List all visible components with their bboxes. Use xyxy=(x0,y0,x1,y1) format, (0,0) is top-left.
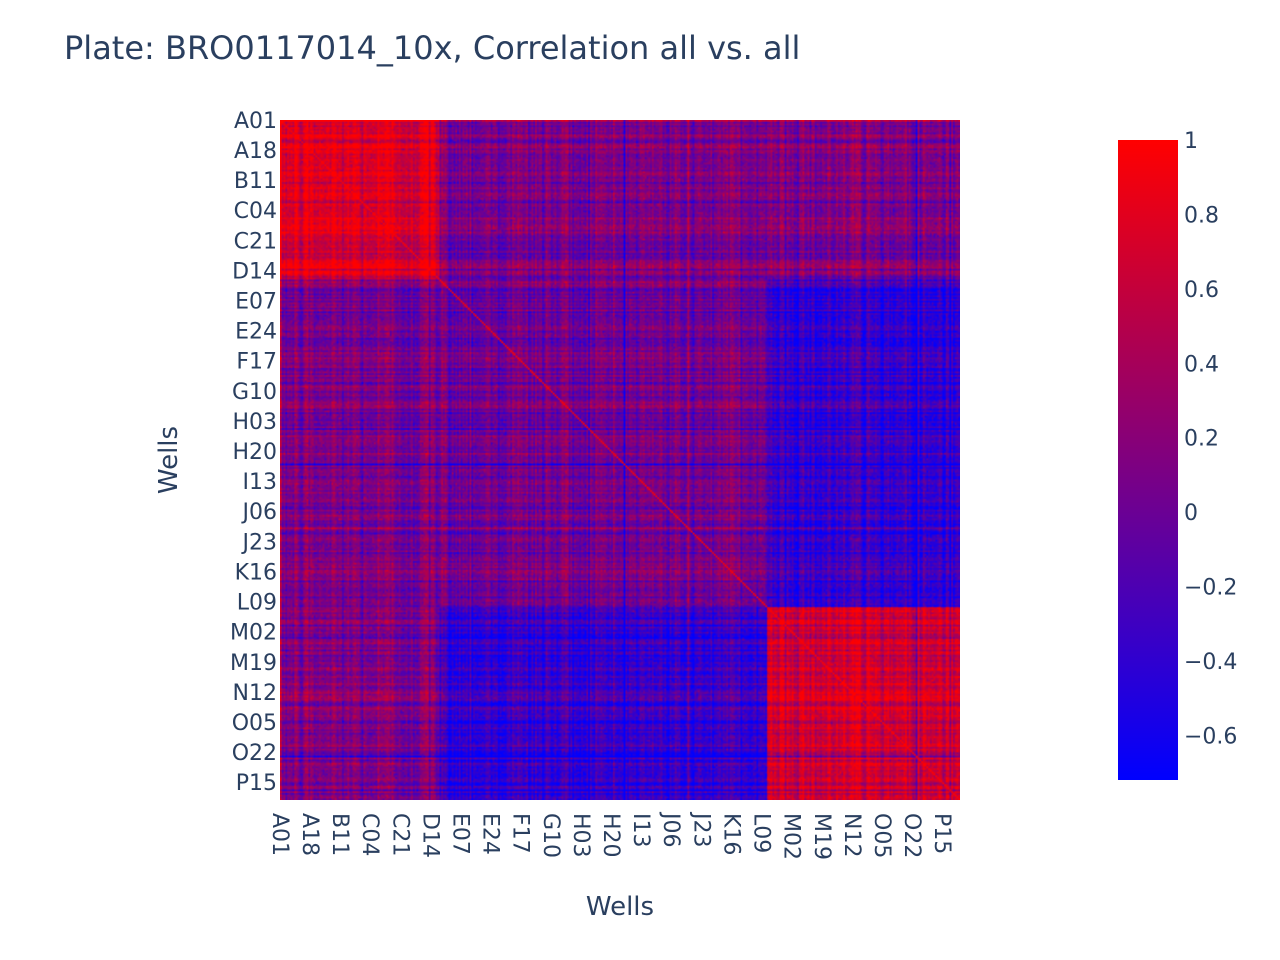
y-tick-label: C21 xyxy=(234,229,277,254)
colorbar-tick-label: −0.4 xyxy=(1184,650,1237,675)
x-tick-label: C21 xyxy=(387,813,412,856)
y-tick-label: O22 xyxy=(232,741,277,766)
y-tick-label: M02 xyxy=(230,621,277,646)
y-tick-label: N12 xyxy=(233,681,277,706)
x-tick-label: H20 xyxy=(598,813,623,858)
heatmap-cells[interactable] xyxy=(280,120,960,800)
x-tick-label: E24 xyxy=(478,813,503,855)
colorbar-tick-label: 0.6 xyxy=(1184,278,1219,303)
y-tick-label: B11 xyxy=(234,169,277,194)
x-tick-label: F17 xyxy=(508,813,533,854)
y-tick-label: G10 xyxy=(232,380,277,405)
y-tick-label: O05 xyxy=(232,711,277,736)
x-tick-label: L09 xyxy=(749,813,774,853)
y-tick-label: H20 xyxy=(232,440,277,465)
y-tick-label: L09 xyxy=(237,591,277,616)
colorbar-tick-label: 0.2 xyxy=(1184,427,1219,452)
colorbar-tick-label: 0 xyxy=(1184,501,1198,526)
colorbar-tick-labels: 1 0.8 0.6 0.4 0.2 0 −0.2 −0.4 −0.6 xyxy=(1184,129,1237,749)
colorbar-gradient xyxy=(1118,140,1178,780)
colorbar-tick-label: 1 xyxy=(1184,129,1198,154)
y-tick-label: J06 xyxy=(241,500,277,525)
y-tick-label: C04 xyxy=(234,199,277,224)
y-tick-label: J23 xyxy=(241,530,277,555)
x-tick-label: B11 xyxy=(327,813,352,856)
y-tick-label: I13 xyxy=(243,470,277,495)
y-tick-label: A18 xyxy=(234,139,277,164)
colorbar-tick-label: −0.2 xyxy=(1184,576,1237,601)
y-tick-label: E07 xyxy=(235,290,277,315)
y-axis-title: Wells xyxy=(154,426,184,494)
y-axis-tick-labels: A01 A18 B11 C04 C21 D14 E07 E24 F17 G10 H03 H20 I13 J… xyxy=(230,109,277,796)
x-tick-label: J23 xyxy=(688,811,713,847)
x-tick-label: I13 xyxy=(628,813,653,847)
x-tick-label: O05 xyxy=(869,813,894,858)
x-tick-label: K16 xyxy=(718,813,743,855)
y-tick-label: P15 xyxy=(236,771,277,796)
colorbar: 1 0.8 0.6 0.4 0.2 0 −0.2 −0.4 −0.6 xyxy=(1118,129,1237,780)
colorbar-tick-label: 0.8 xyxy=(1184,203,1219,228)
x-tick-label: H03 xyxy=(568,813,593,858)
x-axis-title: Wells xyxy=(586,892,654,922)
y-tick-label: H03 xyxy=(232,410,277,435)
heatmap-area xyxy=(280,120,960,800)
y-tick-label: F17 xyxy=(236,350,277,375)
x-tick-label: D14 xyxy=(417,813,442,858)
y-tick-label: K16 xyxy=(235,560,277,585)
y-tick-label: E24 xyxy=(235,320,277,345)
x-tick-label: J06 xyxy=(658,811,683,847)
x-tick-label: A01 xyxy=(267,813,292,856)
chart-title: Plate: BRO0117014_10x, Correlation all v… xyxy=(64,29,800,67)
x-tick-label: N12 xyxy=(839,813,864,857)
colorbar-tick-label: −0.6 xyxy=(1184,724,1237,749)
x-tick-label: M19 xyxy=(809,813,834,860)
y-tick-label: A01 xyxy=(234,109,277,134)
x-tick-label: E07 xyxy=(448,813,473,855)
y-tick-label: D14 xyxy=(232,259,277,284)
x-tick-label: A18 xyxy=(297,813,322,856)
x-tick-label: G10 xyxy=(538,813,563,858)
x-tick-label: O22 xyxy=(899,813,924,858)
y-tick-label: M19 xyxy=(230,651,277,676)
x-tick-label: P15 xyxy=(929,813,954,854)
x-axis-tick-labels: A01 A18 B11 C04 C21 D14 E07 E24 F17 G10 H03 H20 I13 J… xyxy=(267,811,954,860)
colorbar-tick-label: 0.4 xyxy=(1184,352,1219,377)
x-tick-label: M02 xyxy=(779,813,804,860)
x-tick-label: C04 xyxy=(357,813,382,856)
